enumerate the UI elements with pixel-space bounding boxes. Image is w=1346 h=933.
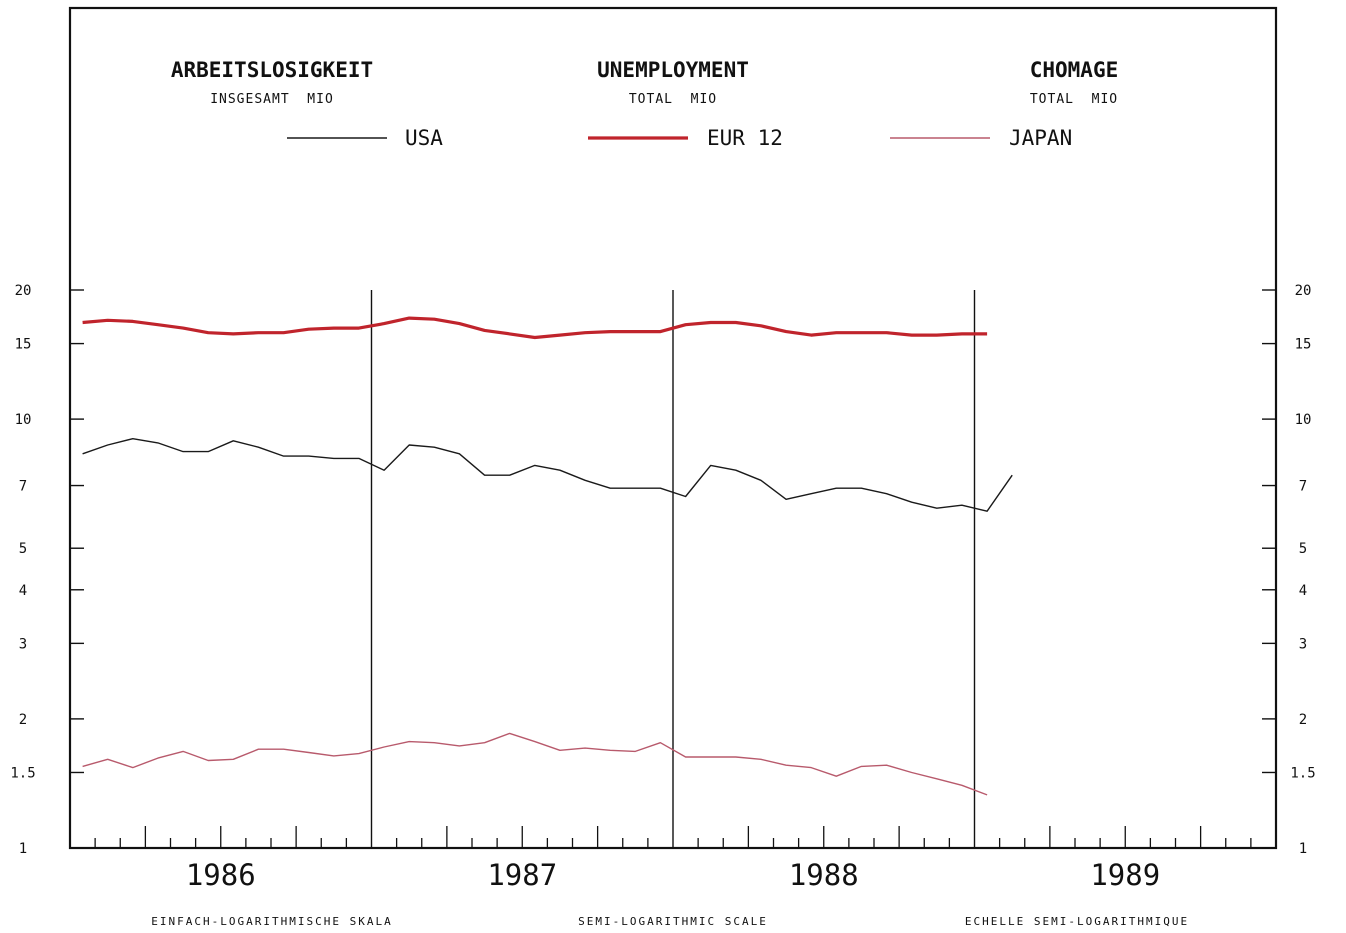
series-line-eur12 [82, 316, 988, 340]
subtitle-fr: TOTAL MIO [1030, 92, 1118, 107]
y-tick-label-right-2: 2 [1299, 712, 1307, 728]
footnote-en: SEMI-LOGARITHMIC SCALE [578, 915, 768, 928]
legend-label-eur12: EUR 12 [707, 126, 783, 150]
footnote-fr: ECHELLE SEMI-LOGARITHMIQUE [965, 915, 1189, 928]
y-tick-label-right-10: 10 [1295, 412, 1312, 428]
x-axis: 1986 1987 1988 1989 [94, 826, 1252, 892]
y-tick-label-right-1: 1 [1299, 841, 1307, 857]
subtitle-en: TOTAL MIO [629, 92, 717, 107]
series-line-usa [82, 438, 1013, 512]
series-layer [82, 316, 1013, 796]
title-en: UNEMPLOYMENT [597, 58, 749, 82]
y-tick-label-right-5: 5 [1299, 541, 1307, 557]
title-de: ARBEITSLOSIGKEIT [171, 58, 373, 82]
series-line-japan [82, 732, 988, 796]
legend-label-japan: JAPAN [1009, 126, 1072, 150]
y-tick-label-right-20: 20 [1295, 283, 1312, 299]
y-tick-label-left-1-5: 1.5 [10, 765, 35, 781]
legend-label-usa: USA [405, 126, 443, 150]
y-tick-label-right-4: 4 [1299, 583, 1307, 599]
title-fr: CHOMAGE [1030, 58, 1119, 82]
y-tick-label-right-1-5: 1.5 [1290, 765, 1315, 781]
legend: USA EUR 12 JAPAN [287, 126, 1072, 150]
y-tick-label-right-15: 15 [1295, 337, 1312, 353]
subtitle-de: INSGESAMT MIO [210, 92, 334, 107]
y-tick-label-left-20: 20 [15, 283, 32, 299]
y-tick-label-left-3: 3 [19, 636, 27, 652]
y-tick-label-left-4: 4 [19, 583, 27, 599]
y-tick-label-left-10: 10 [15, 412, 32, 428]
y-tick-label-left-7: 7 [19, 479, 27, 495]
y-axes: 1 1 1.5 1.5 2 2 3 3 4 4 5 5 7 7 10 10 15 15 20 20 [10, 283, 1315, 857]
footnote-de: EINFACH-LOGARITHMISCHE SKALA [151, 915, 392, 928]
year-dividers [370, 290, 976, 848]
x-tick-label-1987: 1987 [487, 858, 557, 892]
y-tick-label-right-7: 7 [1299, 479, 1307, 495]
x-tick-label-1986: 1986 [186, 858, 256, 892]
y-tick-label-left-2: 2 [19, 712, 27, 728]
x-tick-label-1988: 1988 [789, 858, 859, 892]
y-tick-label-left-15: 15 [15, 337, 32, 353]
y-tick-label-right-3: 3 [1299, 636, 1307, 652]
y-tick-label-left-5: 5 [19, 541, 27, 557]
x-tick-label-1989: 1989 [1090, 858, 1160, 892]
y-tick-label-left-1: 1 [19, 841, 27, 857]
